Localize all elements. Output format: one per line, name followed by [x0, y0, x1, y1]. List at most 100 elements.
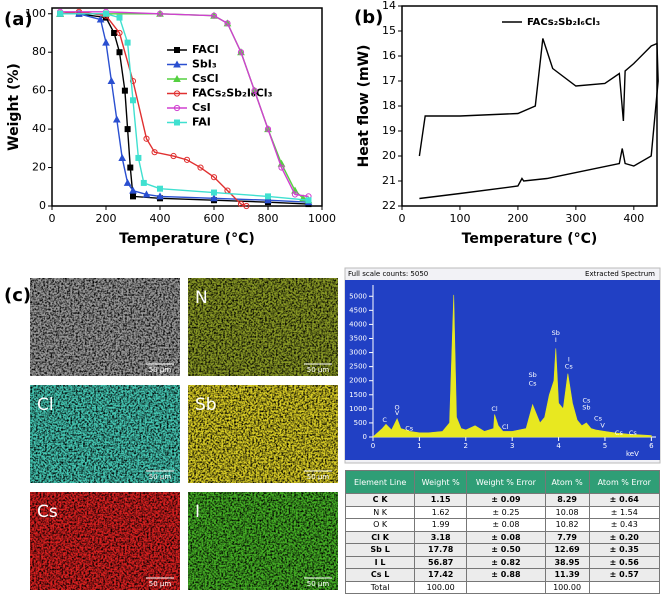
marker: [237, 200, 245, 208]
peak-label: I: [555, 336, 557, 344]
map-texture: [188, 492, 338, 590]
table-cell: 100.00: [414, 580, 468, 594]
table-cell: ± 0.08: [466, 530, 546, 544]
series-line: [60, 13, 309, 201]
legend-label: CsCl: [192, 72, 218, 85]
y-tick-label: 22: [382, 199, 396, 212]
marker: [173, 104, 181, 112]
marker: [224, 20, 231, 27]
marker: [251, 87, 258, 94]
x-tick-label: 800: [258, 212, 279, 225]
map-texture: [188, 385, 338, 483]
table-cell: ± 0.43: [588, 518, 661, 532]
scale-bar-label: 50 µm: [149, 580, 172, 588]
eds-table: Element Line Weight % Weight % Error Atom %…: [344, 470, 661, 594]
marker: [157, 185, 163, 192]
table-cell: ± 0.35: [588, 543, 661, 557]
series-line: [418, 38, 659, 200]
scale-bar-label: 50 µm: [307, 473, 330, 481]
marker: [291, 191, 299, 198]
table-row: N K 1.62 ± 0.25 10.08 ± 1.54: [344, 505, 661, 519]
y-axis-label: Heat flow (mW): [356, 45, 372, 168]
y-tick-label: 14: [382, 0, 396, 12]
panel-label: (c): [4, 285, 31, 306]
y-tick-label: 0: [363, 433, 367, 441]
y-tick-label: 1000: [349, 405, 367, 413]
scale-bar-label: 50 µm: [307, 580, 330, 588]
table-cell: ± 1.54: [588, 505, 661, 519]
map-label: Cs: [37, 502, 58, 522]
table-cell: I L: [344, 555, 416, 569]
marker: [264, 126, 272, 133]
x-tick-label: 3: [510, 442, 514, 450]
legend-label: FACl: [192, 43, 219, 56]
x-tick-label: 5: [603, 442, 607, 450]
marker: [140, 179, 147, 186]
table-cell: Total: [344, 580, 416, 594]
table-row: I L 56.87 ± 0.82 38.95 ± 0.56: [344, 555, 661, 569]
map-texture: [30, 385, 180, 483]
marker: [111, 29, 118, 36]
x-axis-label: keV: [626, 450, 639, 458]
table-cell: 1.62: [414, 505, 468, 519]
marker: [156, 10, 164, 17]
table-cell: 11.39: [544, 568, 590, 582]
peak-label: Sb: [582, 403, 590, 411]
table-cell: ± 0.20: [588, 530, 661, 544]
marker: [124, 39, 131, 46]
marker: [116, 49, 123, 56]
peak-label: Cs: [615, 429, 624, 437]
table-cell: ± 0.09: [466, 493, 546, 507]
marker: [243, 202, 250, 210]
marker: [170, 152, 177, 160]
marker: [103, 10, 109, 17]
table-cell: C K: [344, 493, 416, 507]
marker: [143, 135, 150, 142]
marker: [135, 154, 142, 161]
table-cell: ± 0.88: [466, 568, 546, 582]
peak-label: Cs: [405, 425, 414, 433]
peak-label: Sb: [528, 371, 536, 379]
marker: [121, 87, 128, 94]
table-cell: Sb L: [344, 543, 416, 557]
peak-label: V: [600, 422, 605, 430]
table-cell: N K: [344, 505, 416, 519]
y-tick-label: 1500: [349, 391, 367, 399]
series-line: [60, 11, 247, 207]
table-cell: ± 0.25: [466, 505, 546, 519]
x-tick-label: 0: [371, 442, 375, 450]
marker: [211, 189, 217, 196]
marker: [237, 49, 245, 56]
peak-label: I: [568, 356, 570, 364]
table-cell: [588, 580, 661, 594]
y-tick-label: 80: [32, 45, 46, 58]
peak-label: Cs: [582, 396, 591, 404]
peak-label: V: [395, 409, 400, 417]
y-tick-label: 60: [32, 84, 46, 97]
marker: [124, 126, 131, 133]
table-cell: ± 0.82: [466, 555, 546, 569]
y-tick-label: 16: [382, 49, 396, 62]
marker: [264, 196, 272, 204]
table-row: O K 1.99 ± 0.08 10.82 ± 0.43: [344, 518, 661, 532]
series-line: [60, 11, 309, 198]
y-tick-label: 40: [32, 122, 46, 135]
table-cell: ± 0.56: [588, 555, 661, 569]
marker: [102, 38, 110, 46]
marker: [210, 194, 218, 202]
marker: [173, 60, 181, 68]
peak-label: Cl: [491, 405, 498, 413]
x-axis-label: Temperature (°C): [119, 231, 255, 247]
peak-label: Cl: [502, 423, 509, 431]
header-row: Element Line Weight % Weight % Error Atom %…: [344, 470, 661, 494]
marker: [173, 74, 181, 82]
map-label: Cl: [37, 395, 54, 415]
legend-label: SbI₃: [192, 58, 217, 71]
table-cell: 38.95: [544, 555, 590, 569]
y-tick-label: 18: [382, 99, 396, 112]
table-cell: ± 0.50: [466, 543, 546, 557]
map-texture: [30, 278, 180, 376]
legend-label: FAI: [192, 116, 211, 129]
